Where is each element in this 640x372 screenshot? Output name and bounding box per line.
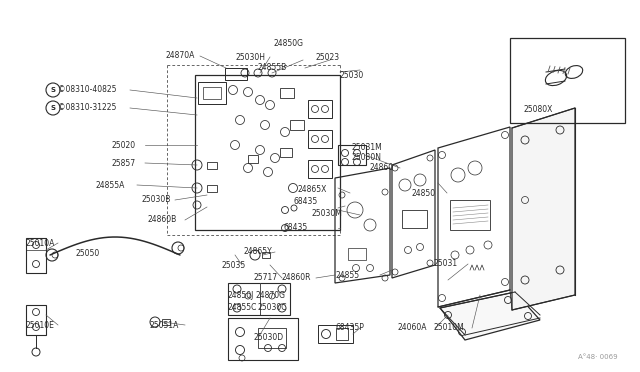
Text: 25030C: 25030C xyxy=(258,304,287,312)
Bar xyxy=(450,200,490,230)
Bar xyxy=(280,88,294,98)
Bar xyxy=(348,248,366,260)
Text: 25717: 25717 xyxy=(254,273,278,282)
Text: 24855: 24855 xyxy=(336,270,360,279)
Bar xyxy=(228,283,290,315)
Text: ©08310-40825: ©08310-40825 xyxy=(58,86,116,94)
Text: 24850J: 24850J xyxy=(228,292,254,301)
Bar xyxy=(162,319,170,325)
Bar xyxy=(262,252,270,258)
Bar xyxy=(308,130,332,148)
Bar xyxy=(290,120,304,130)
Bar xyxy=(336,328,348,340)
Bar xyxy=(207,162,217,169)
Text: 25031: 25031 xyxy=(434,260,458,269)
Text: S: S xyxy=(51,87,56,93)
Bar xyxy=(258,328,286,348)
Text: 25030B: 25030B xyxy=(142,196,172,205)
Bar xyxy=(26,238,46,273)
Text: 24870A: 24870A xyxy=(166,51,195,61)
Text: 25030N: 25030N xyxy=(352,153,382,161)
Text: 25035: 25035 xyxy=(221,260,245,269)
Text: 24865Y: 24865Y xyxy=(244,247,273,257)
Bar xyxy=(280,148,292,157)
Text: 68435P: 68435P xyxy=(336,324,365,333)
Text: 25080X: 25080X xyxy=(524,106,554,115)
Polygon shape xyxy=(440,292,540,340)
Text: 24855A: 24855A xyxy=(95,180,124,189)
Text: 25020: 25020 xyxy=(112,141,136,150)
Text: 25051A: 25051A xyxy=(149,321,179,330)
Text: 24870G: 24870G xyxy=(255,292,285,301)
Text: ©08310-31225: ©08310-31225 xyxy=(58,103,116,112)
Bar xyxy=(26,305,46,335)
Text: 25030H: 25030H xyxy=(236,52,266,61)
Bar xyxy=(198,82,226,104)
Text: 24855C: 24855C xyxy=(228,304,257,312)
Bar xyxy=(308,160,332,178)
Bar xyxy=(338,145,366,165)
Bar xyxy=(195,75,340,230)
Bar xyxy=(225,68,247,80)
Text: 25030: 25030 xyxy=(340,71,364,80)
Bar xyxy=(203,87,221,99)
Text: 25010A: 25010A xyxy=(26,238,56,247)
Text: 25010M: 25010M xyxy=(434,324,465,333)
Text: 24060A: 24060A xyxy=(398,324,428,333)
Bar xyxy=(248,155,258,163)
Text: 25857: 25857 xyxy=(112,158,136,167)
Bar xyxy=(228,318,298,360)
Text: S: S xyxy=(51,105,56,111)
Text: 24855B: 24855B xyxy=(258,62,287,71)
Bar xyxy=(207,185,217,192)
Bar xyxy=(402,210,427,228)
Text: 25010E: 25010E xyxy=(26,321,55,330)
Text: 24860: 24860 xyxy=(370,164,394,173)
Text: 25030D: 25030D xyxy=(253,334,283,343)
Text: 24860B: 24860B xyxy=(148,215,177,224)
Text: 25031M: 25031M xyxy=(352,142,383,151)
Polygon shape xyxy=(512,108,575,310)
Text: 24865X: 24865X xyxy=(298,186,328,195)
Bar xyxy=(510,38,625,123)
Bar xyxy=(308,100,332,118)
Text: 68435: 68435 xyxy=(293,198,317,206)
Text: 24850: 24850 xyxy=(412,189,436,198)
Text: 25050: 25050 xyxy=(76,250,100,259)
Text: 25023: 25023 xyxy=(315,54,339,62)
Text: 24860R: 24860R xyxy=(282,273,312,282)
Text: 25030M: 25030M xyxy=(312,208,343,218)
Bar xyxy=(318,325,353,343)
Text: A°48· 0069: A°48· 0069 xyxy=(579,354,618,360)
Text: 24850G: 24850G xyxy=(273,38,303,48)
Text: 68435: 68435 xyxy=(284,224,308,232)
